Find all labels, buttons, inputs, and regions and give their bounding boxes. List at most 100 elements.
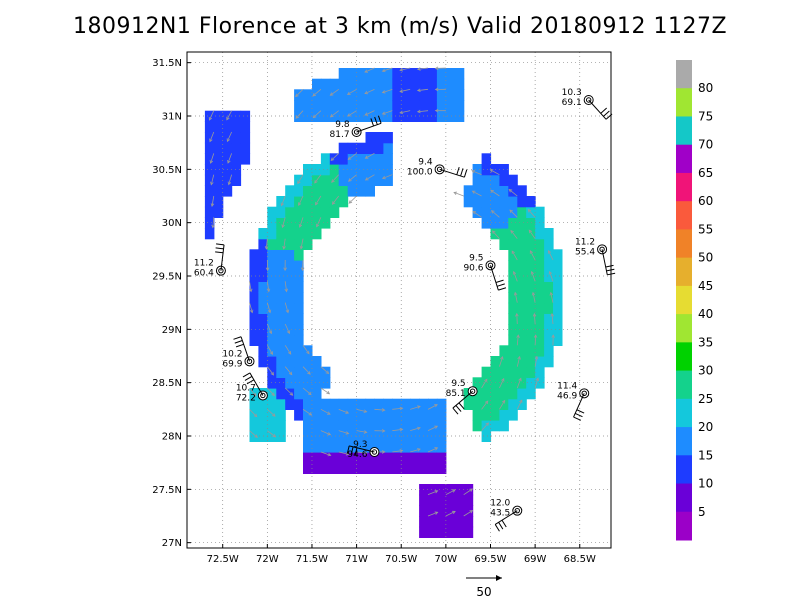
wind-cell [526, 356, 536, 368]
wind-cell [312, 462, 322, 474]
wind-cell [303, 185, 313, 197]
x-tick-label: 70W [435, 554, 458, 565]
colorbar-label: 5 [698, 505, 706, 519]
station-bottom-value: 81.7 [330, 130, 350, 140]
wind-cell [276, 281, 286, 293]
y-tick-label: 31.5N [152, 58, 182, 69]
wind-arrow [302, 345, 310, 354]
wind-cell [267, 292, 277, 304]
wind-cell [303, 398, 313, 410]
wind-cell [374, 452, 384, 464]
wind-arrow-head [469, 510, 474, 514]
wind-cell [347, 110, 358, 122]
wind-cell [258, 356, 268, 368]
wind-cell [436, 68, 447, 80]
wind-cell [428, 526, 438, 538]
wind-arrow [400, 67, 411, 71]
wind-cell [481, 366, 492, 378]
wind-cell [320, 100, 331, 112]
wind-cell [490, 206, 500, 218]
wind-cell [428, 505, 438, 517]
wind-arrow [528, 229, 536, 239]
wind-cell [329, 153, 340, 165]
wind-cell [436, 516, 447, 528]
wind-arrow-head [272, 433, 277, 438]
wind-arrow-head [416, 109, 421, 114]
wind-cell [240, 132, 251, 144]
wind-cell [401, 78, 411, 90]
wind-cell [517, 185, 527, 197]
wind-cell [285, 238, 295, 250]
wind-cell [481, 398, 492, 410]
wind-cell [401, 420, 411, 432]
wind-cell [356, 78, 367, 90]
wind-cell [329, 441, 340, 453]
station-top-value: 9.5 [451, 379, 465, 389]
station-bottom-value: 60.4 [194, 269, 214, 279]
reference-vector-label: 50 [476, 585, 491, 599]
wind-cell [303, 462, 313, 474]
wind-cell [329, 430, 340, 442]
wind-arrow-head [469, 488, 474, 492]
station-bottom-value: 94.6 [347, 450, 367, 460]
wind-cell [285, 398, 295, 410]
wind-cell [517, 249, 527, 261]
wind-cell [338, 185, 349, 197]
wind-cell [508, 345, 518, 357]
wind-cell [222, 132, 233, 144]
wind-cell [383, 430, 393, 442]
wind-cell [436, 420, 447, 432]
wind-cell [347, 409, 358, 421]
wind-cell [517, 313, 527, 325]
wind-cell [535, 334, 545, 346]
wind-cell [374, 68, 384, 80]
wind-cell [508, 409, 518, 421]
wind-arrow [226, 110, 232, 120]
wind-arrow [266, 323, 272, 334]
wind-cell [276, 206, 286, 218]
wind-cell [454, 516, 465, 528]
wind-cell [258, 302, 268, 314]
colorbar-swatch [676, 370, 692, 400]
wind-cell [481, 153, 492, 165]
wind-cell [544, 292, 554, 304]
wind-cell [383, 409, 393, 421]
reference-vector-head [496, 575, 502, 581]
station-barb-flag [350, 446, 354, 455]
wind-cell [436, 409, 447, 421]
wind-cell [249, 334, 259, 346]
wind-cell [436, 505, 447, 517]
y-tick-label: 29N [162, 325, 182, 336]
wind-cell [276, 217, 286, 229]
wind-arrow-head [519, 399, 523, 404]
y-tick-label: 31N [162, 112, 182, 123]
wind-arrow [499, 378, 505, 389]
station-top-value: 9.3 [353, 440, 367, 450]
wind-cell [508, 388, 518, 400]
wind-cell [320, 89, 331, 101]
wind-cell [383, 132, 393, 144]
wind-cell [276, 420, 286, 432]
wind-cell [267, 398, 277, 410]
wind-cell [401, 100, 411, 112]
wind-cell [213, 174, 224, 186]
wind-cell [329, 420, 340, 432]
wind-cell [338, 89, 349, 101]
wind-cell [526, 324, 536, 336]
wind-arrow [481, 400, 489, 410]
wind-cell [392, 100, 402, 112]
wind-arrow-head [513, 291, 518, 296]
wind-cell [508, 196, 518, 208]
wind-cell [312, 185, 322, 197]
colorbar-label: 40 [698, 307, 713, 321]
wind-cell [258, 292, 268, 304]
wind-cell [410, 78, 420, 90]
wind-cell [472, 377, 483, 389]
wind-cell [445, 516, 456, 528]
wind-arrow [267, 387, 275, 396]
wind-arrow-head [208, 116, 213, 121]
wind-cell [294, 313, 304, 325]
wind-cell [276, 345, 286, 357]
wind-cell [428, 441, 438, 453]
wind-cell [553, 334, 563, 346]
